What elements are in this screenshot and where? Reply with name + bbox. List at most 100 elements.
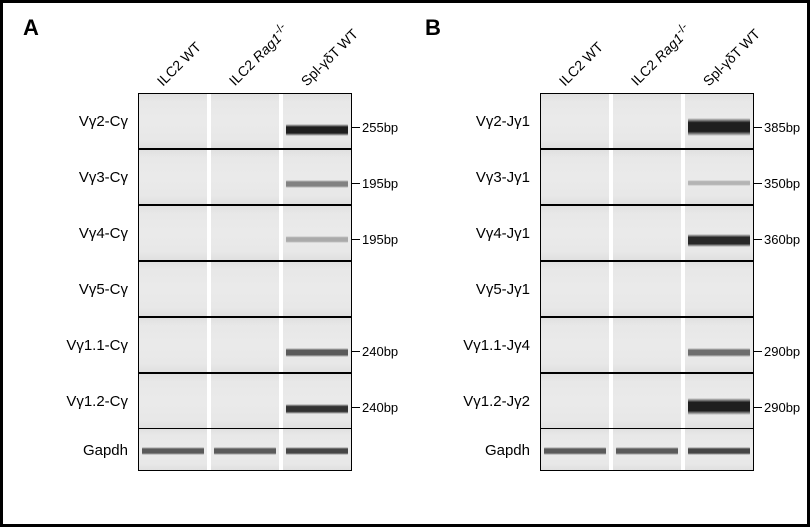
col-header-b-2: Spl-γδT WT <box>700 26 763 89</box>
row-label: Gapdh <box>455 442 540 459</box>
gel-lane <box>211 318 279 372</box>
lanes-container <box>540 93 754 149</box>
gel-row: Vγ5-Cγ <box>53 261 352 317</box>
gel-lane <box>283 94 351 148</box>
size-label: 290bp <box>764 344 800 359</box>
row-label: Vγ1.1-Cγ <box>53 337 138 354</box>
col-header-a-0: ILC2 WT <box>154 39 204 89</box>
gel-row: Vγ4-Cγ195bp <box>53 205 352 261</box>
gel-row: Vγ2-Cγ255bp <box>53 93 352 149</box>
gapdh-row: Gapdh <box>53 429 352 471</box>
col-header-a-1: ILC2 Rag1-/- <box>224 21 292 89</box>
lanes-container <box>540 261 754 317</box>
size-tick <box>754 183 762 184</box>
panel-a-label: A <box>23 15 39 41</box>
gel-row: Vγ2-Jγ1385bp <box>455 93 754 149</box>
lanes-container <box>540 149 754 205</box>
gel-lane <box>613 374 681 428</box>
row-label: Vγ3-Jγ1 <box>455 169 540 186</box>
size-label: 195bp <box>362 232 398 247</box>
gel-lane <box>541 318 609 372</box>
size-label: 290bp <box>764 400 800 415</box>
gel-lane <box>541 94 609 148</box>
gel-band <box>286 348 348 357</box>
gel-lane <box>541 150 609 204</box>
gel-lane <box>685 429 753 470</box>
gel-lane <box>211 374 279 428</box>
lanes-container <box>540 373 754 429</box>
gel-lane <box>613 318 681 372</box>
gel-band <box>616 447 678 455</box>
gel-row: Vγ1.2-Jγ2290bp <box>455 373 754 429</box>
gel-band <box>214 447 276 455</box>
gel-lane <box>541 374 609 428</box>
lanes-container <box>138 317 352 373</box>
gel-lane <box>283 150 351 204</box>
gel-band <box>286 447 348 455</box>
lanes-container <box>540 429 754 471</box>
gel-lane <box>139 206 207 260</box>
row-label: Gapdh <box>53 442 138 459</box>
gel-lane <box>613 150 681 204</box>
lanes-container <box>138 205 352 261</box>
gel-row: Vγ3-Cγ195bp <box>53 149 352 205</box>
lanes-container <box>138 373 352 429</box>
col-header-b-1: ILC2 Rag1-/- <box>626 21 694 89</box>
gel-lane <box>211 429 279 470</box>
row-label: Vγ4-Jγ1 <box>455 225 540 242</box>
size-tick <box>352 407 360 408</box>
lanes-container <box>138 261 352 317</box>
row-label: Vγ1.2-Cγ <box>53 393 138 410</box>
panel-b-gel-area: Vγ2-Jγ1385bpVγ3-Jγ1350bpVγ4-Jγ1360bpVγ5-… <box>455 93 754 471</box>
col-header-a-2: Spl-γδT WT <box>298 26 361 89</box>
gel-row: Vγ1.2-Cγ240bp <box>53 373 352 429</box>
gel-lane <box>541 262 609 316</box>
row-label: Vγ2-Cγ <box>53 113 138 130</box>
gel-band <box>286 404 348 414</box>
row-label: Vγ3-Cγ <box>53 169 138 186</box>
row-label: Vγ5-Jγ1 <box>455 281 540 298</box>
size-tick <box>754 239 762 240</box>
panel-a-gel-area: Vγ2-Cγ255bpVγ3-Cγ195bpVγ4-Cγ195bp Vγ5-Cγ V… <box>53 93 352 471</box>
gapdh-row: Gapdh <box>455 429 754 471</box>
size-tick <box>352 351 360 352</box>
gel-band <box>688 447 750 455</box>
gel-band <box>286 180 348 188</box>
gel-lane <box>685 94 753 148</box>
gel-lane <box>139 150 207 204</box>
gel-lane <box>211 150 279 204</box>
panel-b: B ILC2 WT ILC2 Rag1-/- Spl-γδT WT Vγ2-Jγ… <box>405 3 807 524</box>
gel-lane <box>283 206 351 260</box>
gel-lane <box>283 262 351 316</box>
lanes-container <box>540 205 754 261</box>
size-tick <box>352 183 360 184</box>
gel-lane <box>613 262 681 316</box>
size-tick <box>352 127 360 128</box>
gel-lane <box>211 206 279 260</box>
row-label: Vγ4-Cγ <box>53 225 138 242</box>
gel-lane <box>613 206 681 260</box>
size-label: 240bp <box>362 344 398 359</box>
row-label: Vγ5-Cγ <box>53 281 138 298</box>
gel-row: Vγ5-Jγ1 <box>455 261 754 317</box>
gel-lane <box>139 374 207 428</box>
size-tick <box>754 351 762 352</box>
gel-lane <box>283 429 351 470</box>
gel-lane <box>211 262 279 316</box>
row-label: Vγ1.1-Jγ4 <box>455 337 540 354</box>
size-tick <box>754 127 762 128</box>
lanes-container <box>138 429 352 471</box>
size-label: 350bp <box>764 176 800 191</box>
gel-band <box>688 118 750 136</box>
gel-band <box>688 180 750 186</box>
panel-a: A ILC2 WT ILC2 Rag1-/- Spl-γδT WT Vγ2-Cγ… <box>3 3 405 524</box>
gel-band <box>286 236 348 243</box>
gel-lane <box>613 94 681 148</box>
gel-lane <box>211 94 279 148</box>
gel-band <box>688 398 750 415</box>
gel-lane <box>613 429 681 470</box>
panel-b-label: B <box>425 15 441 41</box>
size-label: 240bp <box>362 400 398 415</box>
col-header-b-0: ILC2 WT <box>556 39 606 89</box>
gel-lane <box>139 318 207 372</box>
